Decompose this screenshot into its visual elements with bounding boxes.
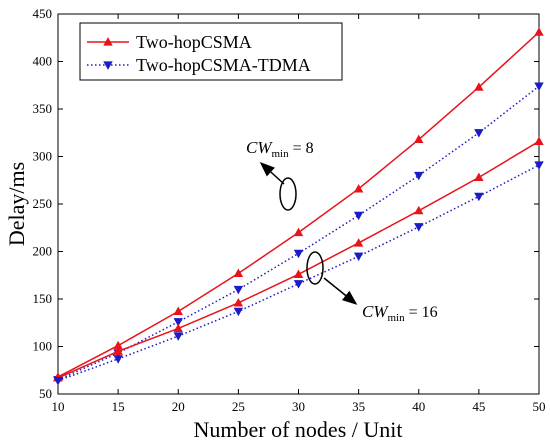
data-point: [353, 183, 364, 193]
data-point: [353, 211, 364, 221]
data-point: [113, 355, 123, 364]
x-tick-label: 15: [112, 399, 125, 414]
data-point: [113, 346, 123, 355]
x-tick-label: 45: [472, 399, 485, 414]
annotation-arrow-16: [323, 277, 358, 305]
y-tick-label: 50: [39, 386, 52, 401]
data-point: [173, 332, 183, 341]
y-tick-label: 450: [33, 6, 53, 21]
series-line: [57, 164, 540, 382]
legend-swatches: [87, 37, 129, 70]
data-point: [233, 307, 244, 317]
axis-ticks: 10 15 20 25 30 35 40 45 50 50 100 150 200 250 300 350 40…: [33, 6, 546, 414]
x-tick-label: 35: [352, 399, 365, 414]
y-tick-label: 400: [33, 54, 53, 69]
data-point: [414, 205, 424, 215]
data-point: [414, 223, 424, 232]
data-point: [233, 268, 244, 278]
x-tick-label: 50: [533, 399, 546, 414]
annotation-ellipse-16: [306, 251, 324, 285]
x-tick-label: 10: [52, 399, 65, 414]
data-point: [474, 129, 484, 138]
y-axis-title: Delay/ms: [4, 162, 29, 246]
data-point: [293, 227, 304, 237]
series-line: [57, 85, 540, 381]
x-tick-label: 25: [232, 399, 245, 414]
data-point: [353, 238, 364, 247]
y-tick-label: 300: [33, 149, 53, 164]
data-point: [293, 280, 304, 289]
x-axis-title: Number of nodes / Unit: [194, 417, 403, 442]
data-point: [474, 82, 484, 91]
x-tick-label: 20: [172, 399, 185, 414]
data-point: [173, 323, 183, 333]
data-point: [534, 27, 544, 36]
annotation-ellipse-8: [279, 177, 297, 211]
legend-label-two-hop-csma-tdma: Two-hopCSMA-TDMA: [136, 55, 311, 75]
annotation-label-8: CWmin = 8: [246, 138, 314, 160]
data-point: [53, 377, 63, 386]
annotation-cwmin-8: CWmin = 8: [246, 138, 314, 211]
legend-label-two-hop-csma: Two-hopCSMA: [136, 32, 252, 52]
data-point: [474, 192, 484, 202]
series-layer: [53, 27, 544, 386]
data-point: [173, 318, 183, 327]
legend-swatch-marker: [103, 61, 113, 70]
data-point: [233, 285, 244, 295]
annotation-label-16: CWmin = 16: [362, 302, 438, 324]
annotation-arrow-8: [259, 161, 285, 185]
y-tick-label: 150: [33, 291, 53, 306]
annotation-cwmin-16: CWmin = 16: [306, 251, 438, 324]
data-point: [414, 171, 424, 181]
data-point: [414, 134, 424, 144]
legend: Two-hopCSMA Two-hopCSMA-TDMA: [79, 22, 343, 81]
data-point: [534, 82, 544, 92]
y-tick-label: 350: [33, 101, 53, 116]
y-tick-label: 250: [33, 196, 53, 211]
data-point: [293, 249, 304, 259]
data-point: [173, 306, 183, 316]
data-point: [534, 136, 544, 145]
data-point: [534, 161, 544, 170]
legend-box: [79, 22, 343, 81]
x-tick-label: 30: [292, 399, 305, 414]
data-point: [353, 252, 364, 262]
y-tick-label: 100: [33, 339, 53, 354]
data-point: [233, 297, 244, 307]
data-point: [474, 172, 484, 182]
x-tick-label: 40: [412, 399, 425, 414]
y-tick-label: 200: [33, 244, 53, 259]
legend-swatch-marker: [103, 37, 113, 46]
data-point: [293, 269, 304, 278]
